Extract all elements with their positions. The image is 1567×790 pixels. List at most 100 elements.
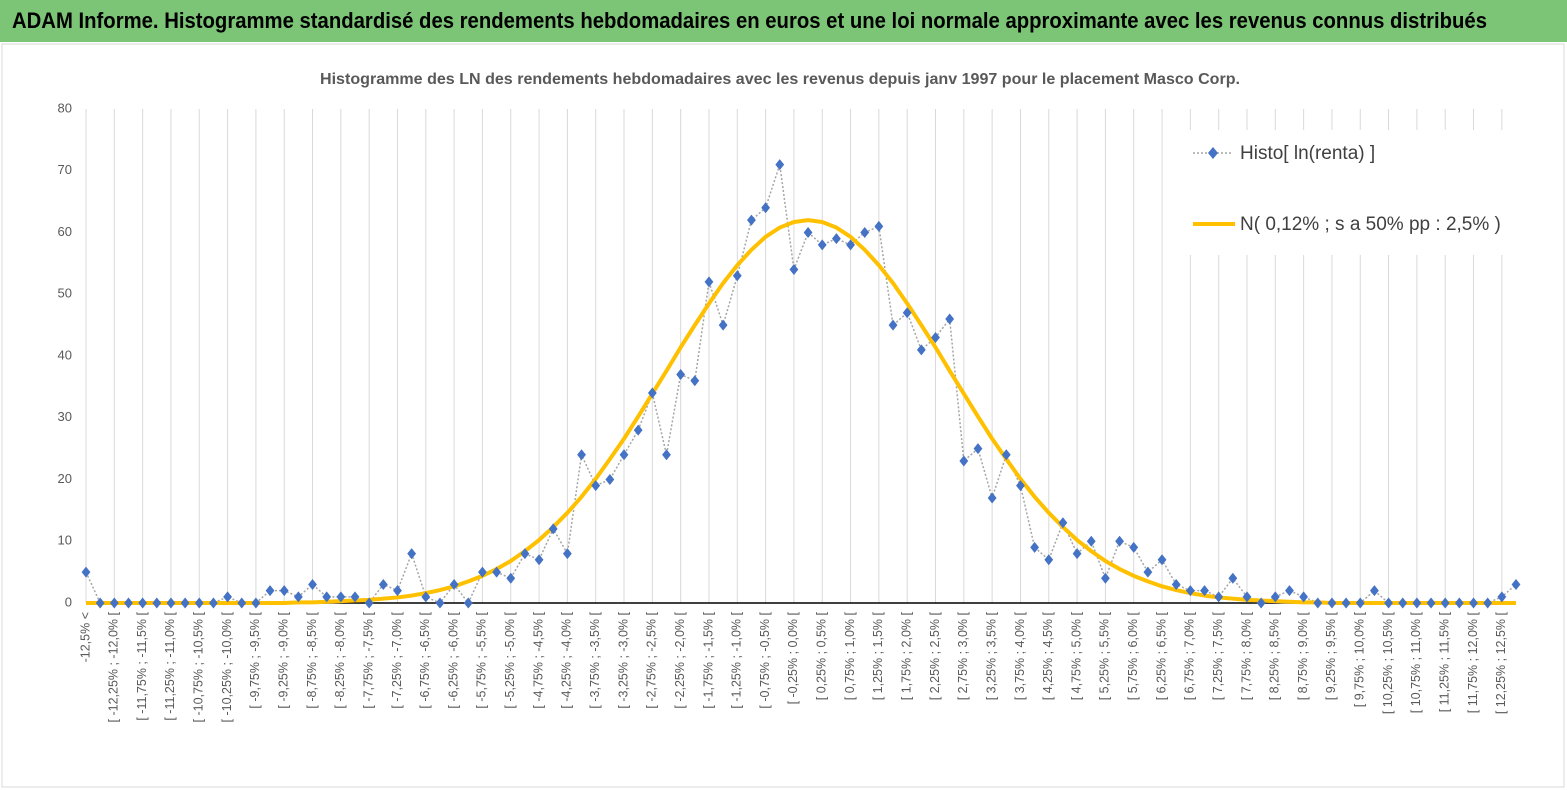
histogram-marker [209, 597, 218, 609]
histogram-marker [973, 443, 983, 455]
histogram-marker [1115, 535, 1124, 547]
histogram-marker [109, 597, 119, 609]
x-tick-label: [ 0,75% ; 1,0% [ [843, 611, 857, 700]
histogram-marker [676, 369, 686, 381]
chart-frame [1, 43, 1565, 788]
y-tick-label: 70 [58, 162, 72, 177]
histogram-marker [265, 585, 275, 597]
histogram-marker [817, 239, 827, 251]
histogram-marker [124, 597, 133, 609]
x-tick-label: [ 6,75% ; 7,0% [ [1183, 611, 1197, 700]
histogram-marker [534, 554, 544, 566]
x-tick-label: [ -9,25% ; -9,0% [ [277, 611, 291, 708]
histogram-marker [393, 585, 402, 597]
histogram-marker [138, 597, 148, 609]
histogram-marker [789, 264, 799, 276]
x-tick-label: [ 8,25% ; 8,5% [ [1268, 611, 1282, 700]
histogram-marker [931, 331, 940, 343]
histogram-marker [1454, 597, 1464, 609]
histogram-marker [718, 319, 728, 331]
histogram-marker [421, 591, 431, 603]
histogram-marker [1228, 572, 1238, 584]
y-tick-label: 20 [58, 471, 72, 486]
histogram-marker [591, 480, 601, 492]
y-tick-label: 0 [65, 594, 72, 609]
histogram-marker [1327, 597, 1337, 609]
y-tick-label: 40 [58, 347, 72, 362]
x-tick-label: [ -3,25% ; -3,0% [ [616, 611, 630, 708]
histogram-marker [1483, 597, 1493, 609]
histogram-marker [180, 597, 190, 609]
histogram-marker [293, 591, 303, 603]
histogram-marker [1440, 597, 1450, 609]
histogram-marker [1511, 578, 1521, 590]
x-tick-label: [ 11,25% ; 11,5% [ [1438, 611, 1452, 712]
histogram-marker [605, 474, 615, 485]
x-tick-label: [ -1,25% ; -1,0% [ [730, 611, 744, 708]
x-tick-label: [ -4,75% ; -4,5% [ [531, 611, 545, 708]
y-tick-label: 30 [58, 409, 72, 424]
histogram-marker [577, 449, 586, 461]
x-tick-label: [ 3,75% ; 4,0% [ [1013, 611, 1027, 700]
histogram-line [85, 164, 1517, 605]
x-tick-label: [ -8,25% ; -8,0% [ [333, 611, 347, 708]
x-tick-label: [ 1,75% ; 2,0% [ [899, 611, 913, 700]
histogram-marker [1412, 597, 1422, 609]
x-tick-label: [ -6,25% ; -6,0% [ [446, 611, 460, 708]
x-tick-label: [ -4,25% ; -4,0% [ [560, 611, 574, 708]
histogram-marker [492, 566, 501, 578]
histogram-marker [1185, 585, 1195, 597]
x-tick-label: [ 5,25% ; 5,5% [ [1098, 611, 1112, 700]
x-tick-label: [ 10,75% ; 11,0% [ [1409, 611, 1423, 713]
histogram-marker [1001, 449, 1011, 461]
histogram-marker [945, 313, 955, 325]
x-tick-label: [ -5,25% ; -5,0% [ [503, 611, 517, 708]
x-tick-label: [ 2,75% ; 3,0% [ [956, 611, 970, 700]
x-tick-label: [ 8,75% ; 9,0% [ [1296, 611, 1310, 700]
histogram-marker [1370, 585, 1379, 597]
chart-title: Histogramme des LN des rendements hebdom… [320, 71, 1240, 88]
x-tick-label: [ -3,75% ; -3,5% [ [588, 611, 602, 708]
x-tick-label: [ -11,25% ; -11,0% [ [163, 611, 177, 720]
normal-curve [86, 218, 1516, 605]
x-tick-label: [ -10,25% ; -10,0% [ [220, 611, 234, 722]
histogram-marker [194, 597, 204, 609]
histogram-marker [1384, 597, 1393, 609]
x-tick-label: [ -0,25% ; 0,0% [ [786, 611, 800, 704]
histogram-marker [562, 548, 572, 560]
histogram-marker [874, 220, 884, 232]
histogram-marker [1355, 597, 1365, 609]
x-tick-label: [ -1,75% ; -1,5% [ [701, 611, 715, 708]
histogram-marker [1058, 517, 1068, 529]
histogram-marker [888, 319, 898, 331]
histogram-marker [902, 307, 912, 319]
histogram-marker [1341, 597, 1351, 609]
banner-title: ADAM Informe. Histogramme standardisé de… [12, 8, 1487, 33]
x-tick-label: [ 4,75% ; 5,0% [ [1069, 611, 1083, 700]
legend-swatch [1208, 147, 1218, 159]
histogram-marker [647, 387, 657, 399]
x-tick-label: [ 12,25% ; 12,5% [ [1494, 611, 1508, 714]
histogram-marker [1285, 585, 1294, 597]
histogram-marker [846, 239, 855, 251]
x-tick-label: [ -9,75% ; -9,5% [ [248, 611, 262, 708]
histogram-marker [1143, 566, 1153, 578]
histogram-marker [761, 202, 771, 214]
histogram-marker [322, 591, 332, 603]
histogram-marker [1398, 597, 1408, 609]
histogram-marker [1044, 554, 1054, 566]
x-tick-label: [ -7,25% ; -7,0% [ [390, 611, 404, 708]
x-tick-label: [ 2,25% ; 2,5% [ [928, 611, 942, 700]
histogram-marker [775, 159, 785, 171]
histogram-marker [1016, 480, 1025, 492]
x-tick-label: [ -2,75% ; -2,5% [ [645, 611, 659, 708]
x-tick-label: [ 9,75% ; 10,0% [ [1353, 611, 1367, 707]
x-tick-label: [ -7,75% ; -7,5% [ [361, 611, 375, 708]
x-tick-label: [ 3,25% ; 3,5% [ [984, 611, 998, 700]
histogram-marker [803, 227, 813, 238]
banner [0, 0, 1567, 42]
y-tick-label: 80 [58, 100, 72, 115]
histogram-marker [520, 548, 530, 560]
x-tick-label: [ 4,25% ; 4,5% [ [1041, 611, 1055, 700]
x-tick-label: [ -11,75% ; -11,5% [ [135, 611, 149, 720]
